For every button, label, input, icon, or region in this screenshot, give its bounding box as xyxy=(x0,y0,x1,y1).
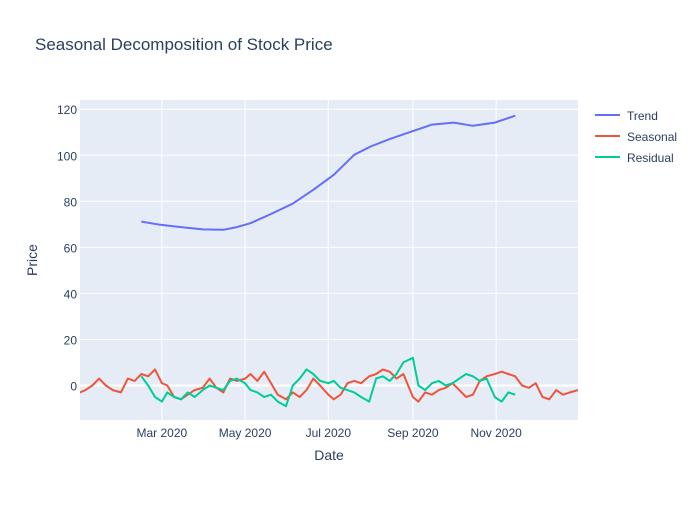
series-layer xyxy=(80,114,578,408)
plot-area xyxy=(80,100,578,420)
series-line-residual xyxy=(140,356,516,408)
y-tick-label: 100 xyxy=(57,149,77,163)
legend-label: Seasonal xyxy=(627,130,677,144)
legend-label: Residual xyxy=(627,151,674,165)
legend-item-trend[interactable]: Trend xyxy=(595,109,658,123)
x-tick-label: May 2020 xyxy=(219,426,272,440)
legend-item-seasonal[interactable]: Seasonal xyxy=(595,130,677,144)
series-line-trend xyxy=(141,114,516,231)
y-tick-label: 120 xyxy=(57,103,77,117)
x-tick-label: Jul 2020 xyxy=(306,426,352,440)
axis-layer: 0 20 40 60 80 100 120 Mar 2020 May 2020 Jul 2020 S… xyxy=(57,103,522,440)
grid-layer xyxy=(80,100,578,420)
x-tick-label: Sep 2020 xyxy=(387,426,439,440)
x-tick-label: Nov 2020 xyxy=(470,426,522,440)
x-tick-label: Mar 2020 xyxy=(137,426,188,440)
y-tick-label: 0 xyxy=(70,379,77,393)
y-tick-label: 60 xyxy=(64,241,78,255)
chart-title: Seasonal Decomposition of Stock Price xyxy=(35,35,333,54)
y-tick-label: 80 xyxy=(64,195,78,209)
x-axis-title: Date xyxy=(314,447,344,463)
series-line-seasonal xyxy=(80,368,578,403)
y-axis-title: Price xyxy=(24,244,40,276)
legend[interactable]: Trend Seasonal Residual xyxy=(595,109,677,165)
legend-item-residual[interactable]: Residual xyxy=(595,151,674,165)
legend-label: Trend xyxy=(627,109,658,123)
y-tick-label: 40 xyxy=(64,287,78,301)
y-tick-label: 20 xyxy=(64,333,78,347)
